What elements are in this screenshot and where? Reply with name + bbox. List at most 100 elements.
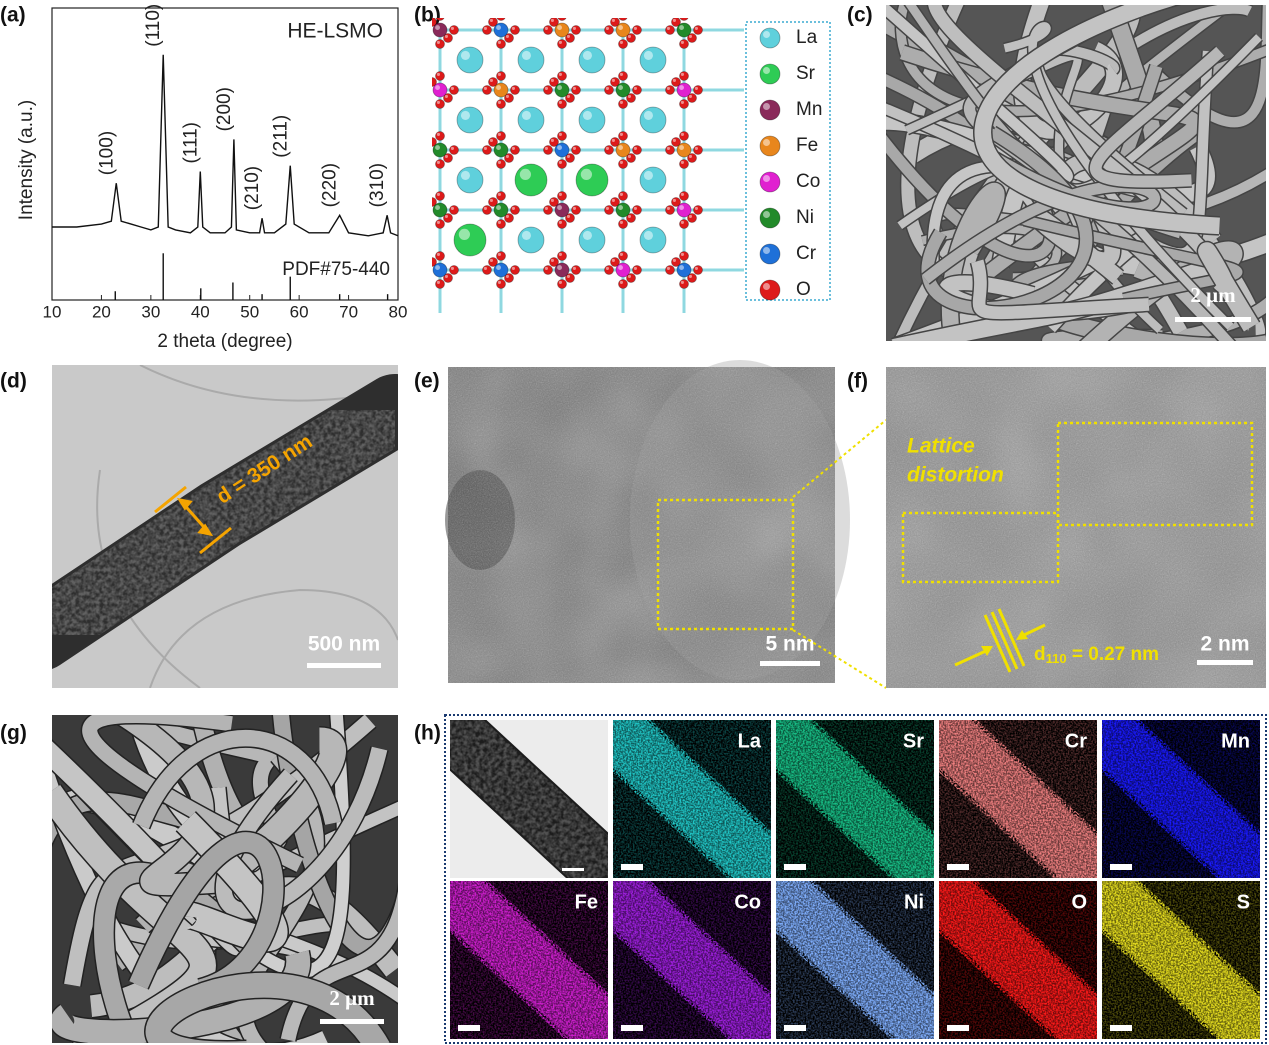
fiber (896, 5, 1266, 116)
element-label: Mn (1221, 730, 1250, 752)
peak-label: (210) (242, 166, 263, 210)
highlight (619, 160, 623, 164)
oxygen (435, 219, 445, 229)
a-site-atom (517, 226, 545, 254)
legend-box (745, 21, 831, 301)
highlight (435, 145, 440, 150)
map-tile (613, 720, 771, 878)
highlight (544, 266, 548, 270)
highlight (611, 198, 615, 202)
highlight (611, 258, 615, 262)
highlight (444, 94, 448, 99)
oxygen (693, 25, 703, 35)
reference-name: PDF#75-440 (282, 259, 390, 280)
map-tile (939, 881, 1097, 1039)
oxygen (604, 265, 614, 275)
highlight (619, 280, 623, 284)
b-site-atom (432, 202, 448, 218)
highlight (633, 266, 637, 270)
highlight (544, 206, 548, 210)
highlight (496, 145, 501, 150)
map-tile (939, 720, 1097, 878)
scale-label: 5 nm (765, 633, 814, 656)
hrtem-noise (886, 367, 1266, 688)
highlight (450, 206, 454, 210)
fiber-texture (450, 720, 608, 878)
highlight (435, 205, 440, 210)
highlight (619, 100, 623, 105)
b-site-atom (615, 202, 631, 218)
highlight (460, 110, 471, 120)
highlight (618, 265, 623, 270)
oxygen (510, 145, 520, 155)
oxygen (432, 197, 437, 207)
highlight (436, 252, 440, 256)
b-site-atom (554, 22, 570, 38)
oxygen (432, 137, 437, 147)
oxygen (557, 219, 567, 229)
element-label: Fe (575, 891, 598, 913)
legend: La Sr Mn Fe Co Ni Cr O (759, 27, 822, 301)
highlight (450, 266, 454, 270)
scale-bar (947, 864, 969, 870)
highlight (489, 138, 493, 142)
zoom-box (656, 498, 795, 631)
highlight (558, 280, 562, 284)
zoom-line (792, 629, 887, 689)
panel-label: (d) (0, 370, 27, 393)
highlight (643, 110, 653, 120)
highlight (483, 86, 487, 91)
legend-marker (759, 279, 781, 301)
legend-marker (759, 63, 781, 85)
b-site-atom (432, 82, 448, 98)
highlight (444, 154, 448, 158)
element-band (776, 720, 934, 878)
b-site-atom (615, 142, 631, 158)
oxygen (435, 39, 445, 49)
highlight (496, 85, 501, 91)
map-tile (613, 881, 771, 1039)
element-band (1102, 881, 1260, 1039)
element-band (939, 881, 1097, 1039)
highlight (763, 211, 770, 218)
highlight (643, 230, 653, 240)
oxygen (422, 206, 431, 215)
element-band (939, 720, 1097, 878)
element-label: Sr (903, 730, 924, 752)
highlight (672, 18, 676, 22)
element-label: Ni (904, 891, 924, 913)
highlight (572, 266, 576, 270)
highlight (572, 206, 576, 210)
highlight (763, 175, 770, 182)
scale-bar (458, 1025, 480, 1031)
y-axis-label: Intensity (a.u.) (16, 100, 37, 220)
scale-bar (307, 663, 381, 668)
highlight (483, 266, 487, 270)
highlight (444, 34, 448, 38)
oxygen (571, 85, 581, 95)
oxygen (618, 159, 628, 169)
peak-label: (220) (320, 163, 341, 207)
oxygen (557, 191, 567, 201)
highlight (511, 146, 515, 150)
oxygen (422, 26, 431, 35)
scale-bar (784, 864, 806, 870)
oxygen (557, 71, 567, 81)
distortion-box (901, 511, 1060, 584)
oxygen (496, 219, 506, 229)
highlight (572, 146, 576, 150)
oxygen (435, 191, 445, 201)
oxygen (679, 191, 689, 201)
highlight (672, 198, 676, 202)
highlight (763, 283, 770, 290)
element-band (1102, 720, 1260, 878)
peak-label: (310) (367, 163, 388, 207)
diameter-marker (154, 485, 232, 555)
hrtem-image (445, 360, 850, 683)
element-band (1102, 881, 1260, 1039)
highlight (694, 86, 698, 91)
oxygen (618, 279, 628, 289)
highlight (566, 34, 570, 38)
oxygen (618, 71, 628, 81)
